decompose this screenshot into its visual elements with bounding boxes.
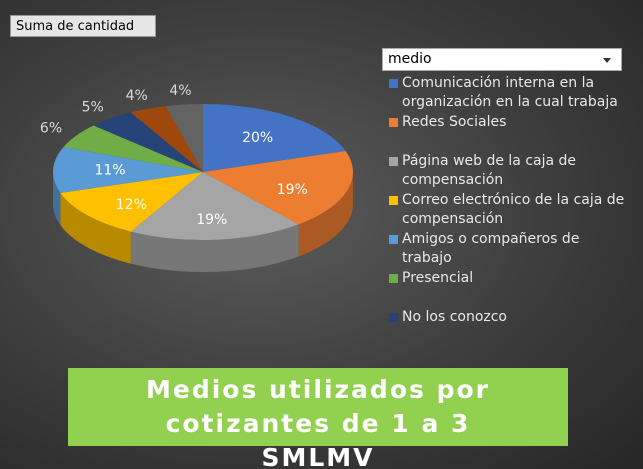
- dropdown-arrow: [603, 58, 611, 63]
- legend-label: Correo electrónico de la caja de compens…: [402, 192, 625, 227]
- legend-swatch: [389, 118, 398, 127]
- legend-label: Amigos o compañeros de trabajo: [402, 231, 580, 266]
- data-label: 4%: [126, 88, 148, 104]
- legend-swatch: [389, 235, 398, 244]
- legend-swatch: [389, 313, 398, 322]
- legend-item: Comunicación interna en la organización …: [389, 74, 629, 113]
- slice: [203, 150, 353, 225]
- legend-label: Presencial: [402, 270, 474, 286]
- legend-title: medio: [388, 51, 432, 67]
- data-label: 4%: [169, 83, 191, 99]
- slice: [53, 146, 204, 194]
- legend-item: Correo electrónico de la caja de compens…: [389, 191, 629, 230]
- slice-side: [60, 193, 131, 264]
- legend-swatch: [389, 196, 398, 205]
- slice: [203, 104, 346, 172]
- legend-label: Redes Sociales: [402, 114, 507, 130]
- legend-item: Redes Sociales: [389, 113, 629, 152]
- slice: [165, 104, 203, 172]
- slice-side: [298, 172, 353, 257]
- data-label: 5%: [82, 100, 104, 116]
- legend-label: Comunicación interna en la organización …: [402, 75, 618, 110]
- legend-label: Página web de la caja de compensación: [402, 153, 577, 188]
- slice: [130, 106, 203, 172]
- slice: [93, 112, 203, 172]
- legend-item: Presencial: [389, 269, 629, 308]
- legend-item: Amigos o compañeros de trabajo: [389, 230, 629, 269]
- data-label: 19%: [277, 182, 308, 198]
- legend-dropdown[interactable]: medio: [382, 48, 622, 71]
- legend: Comunicación interna en la organización …: [389, 74, 629, 347]
- data-label: 20%: [242, 130, 273, 146]
- legend-swatch: [389, 274, 398, 283]
- data-label: 11%: [94, 163, 125, 179]
- chart-title: Medios utilizados por cotizantes de 1 a …: [68, 368, 568, 469]
- field-button[interactable]: Suma de cantidad: [10, 15, 156, 37]
- legend-swatch: [389, 79, 398, 88]
- data-label: 6%: [40, 120, 62, 136]
- slice: [63, 125, 204, 172]
- slice-side: [53, 172, 61, 226]
- legend-item: No los conozco: [389, 308, 629, 347]
- legend-swatch: [389, 157, 398, 166]
- data-label: 19%: [196, 212, 227, 228]
- legend-label: No los conozco: [402, 309, 507, 325]
- slice: [60, 172, 203, 232]
- legend-item: Página web de la caja de compensación: [389, 152, 629, 191]
- slice: [130, 172, 299, 240]
- slice-side: [130, 224, 299, 272]
- data-label: 12%: [116, 197, 147, 213]
